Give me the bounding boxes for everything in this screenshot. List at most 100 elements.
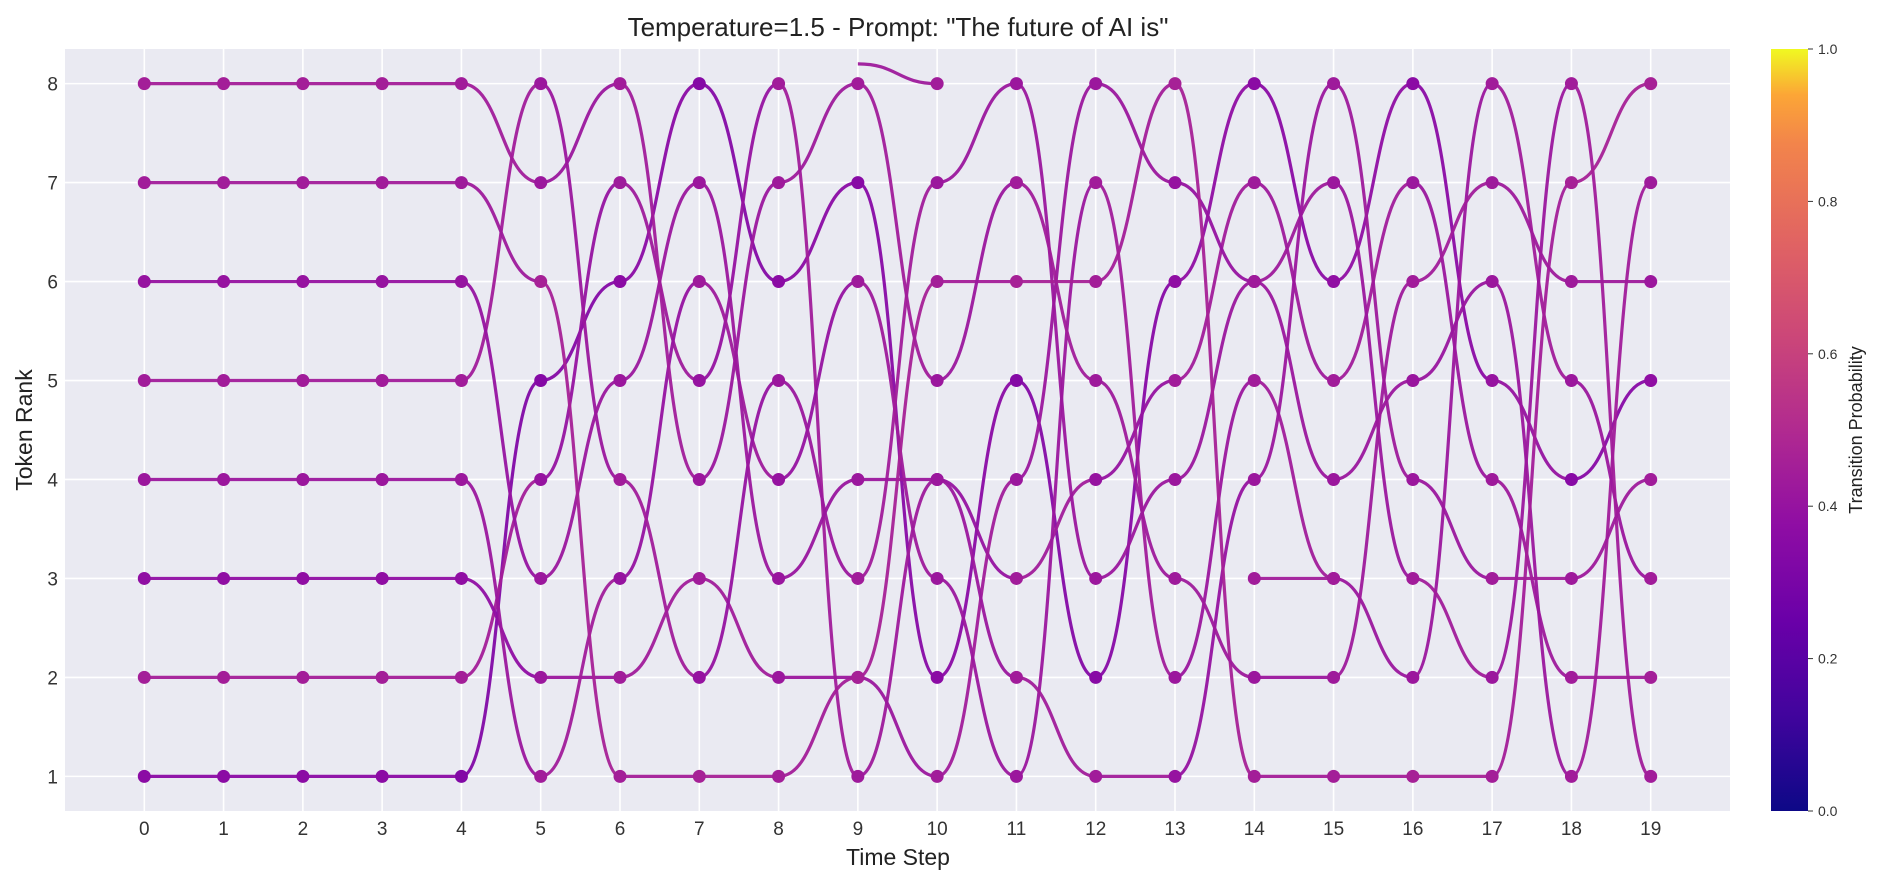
data-point (930, 769, 944, 783)
data-point (1009, 176, 1023, 190)
transition-curve (1095, 82, 1176, 185)
transition-curve (1333, 279, 1414, 680)
data-point (296, 176, 310, 190)
x-tick-label: 13 (1164, 819, 1185, 840)
data-point (1327, 670, 1341, 684)
data-point (1564, 769, 1578, 783)
data-point (1406, 571, 1420, 585)
x-tick-label: 2 (298, 819, 309, 840)
transition-curve (1333, 82, 1414, 284)
data-point (217, 571, 231, 585)
data-point (851, 176, 865, 190)
transition-curve (936, 180, 1017, 383)
transition-curve (1015, 180, 1097, 778)
transition-curve (1254, 180, 1334, 284)
transition-curve (1016, 477, 1096, 581)
data-point (1564, 176, 1578, 190)
data-point (1406, 670, 1420, 684)
chart-title: Temperature=1.5 - Prompt: "The future of… (628, 12, 1169, 42)
transition-curve (857, 477, 938, 778)
x-tick-label: 5 (535, 819, 546, 840)
data-point (613, 571, 627, 585)
data-point (1168, 571, 1182, 585)
data-point (1327, 769, 1341, 783)
data-point (296, 275, 310, 289)
transition-curve (936, 576, 1017, 778)
data-point (1009, 374, 1023, 388)
transition-curve (698, 82, 779, 284)
data-point (217, 670, 231, 684)
data-point (772, 374, 786, 388)
data-point (1168, 374, 1182, 388)
x-tick-label: 4 (456, 819, 467, 840)
transition-curve (619, 576, 700, 680)
transition-curve (936, 82, 1017, 185)
data-point (217, 176, 231, 190)
data-point (454, 374, 468, 388)
data-point (137, 670, 151, 684)
data-point (1564, 670, 1578, 684)
transition-curve (1333, 378, 1414, 482)
transition-curve (540, 378, 621, 581)
x-tick-label: 7 (694, 819, 705, 840)
x-tick-label: 18 (1561, 819, 1582, 840)
transition-curve (1016, 180, 1097, 383)
data-point (534, 472, 548, 486)
data-point (1247, 769, 1261, 783)
data-point (375, 275, 389, 289)
transition-curve (1016, 675, 1096, 778)
data-point (454, 472, 468, 486)
data-point (1168, 472, 1182, 486)
data-point (930, 77, 944, 91)
transition-curve (698, 378, 780, 680)
transition-curve (1174, 576, 1255, 680)
transition-curve (857, 82, 938, 383)
y-tick-label: 4 (47, 470, 58, 491)
transition-curve (936, 477, 1017, 680)
data-point (1247, 472, 1261, 486)
data-point (1089, 571, 1103, 585)
transition-curve (1491, 82, 1573, 680)
data-point (1247, 374, 1261, 388)
data-point (534, 77, 548, 91)
data-point (296, 77, 310, 91)
data-point (1485, 275, 1499, 289)
transition-curve (540, 576, 621, 778)
data-point (217, 374, 231, 388)
transition-curve (778, 675, 859, 778)
x-tick-label: 16 (1402, 819, 1423, 840)
transition-curve (857, 279, 938, 680)
transition-curve (778, 82, 859, 185)
data-point (692, 670, 706, 684)
transition-curve (1333, 180, 1414, 581)
data-point (296, 571, 310, 585)
data-point (1406, 275, 1420, 289)
data-point (613, 275, 627, 289)
transition-curve (1253, 82, 1334, 284)
transition-curve (1253, 82, 1335, 482)
transition-curve (698, 82, 780, 383)
transition-curve (857, 279, 938, 581)
data-point (1485, 571, 1499, 585)
data-point (137, 571, 151, 585)
colorbar-tick-label: 0.8 (1818, 193, 1838, 209)
data-point (1168, 275, 1182, 289)
x-tick-label: 9 (853, 819, 864, 840)
transition-curve (1412, 279, 1493, 383)
transition-curve (1570, 82, 1652, 778)
data-point (137, 769, 151, 783)
data-point (1644, 176, 1658, 190)
data-point (1485, 374, 1499, 388)
transition-curve (619, 279, 700, 581)
transition-curve (619, 82, 700, 482)
data-point (375, 77, 389, 91)
transition-curve (1333, 82, 1414, 482)
data-point (692, 275, 706, 289)
transition-curve (1412, 576, 1493, 680)
data-point (692, 571, 706, 585)
data-point (772, 77, 786, 91)
data-point (692, 769, 706, 783)
data-point (375, 769, 389, 783)
data-point (613, 670, 627, 684)
